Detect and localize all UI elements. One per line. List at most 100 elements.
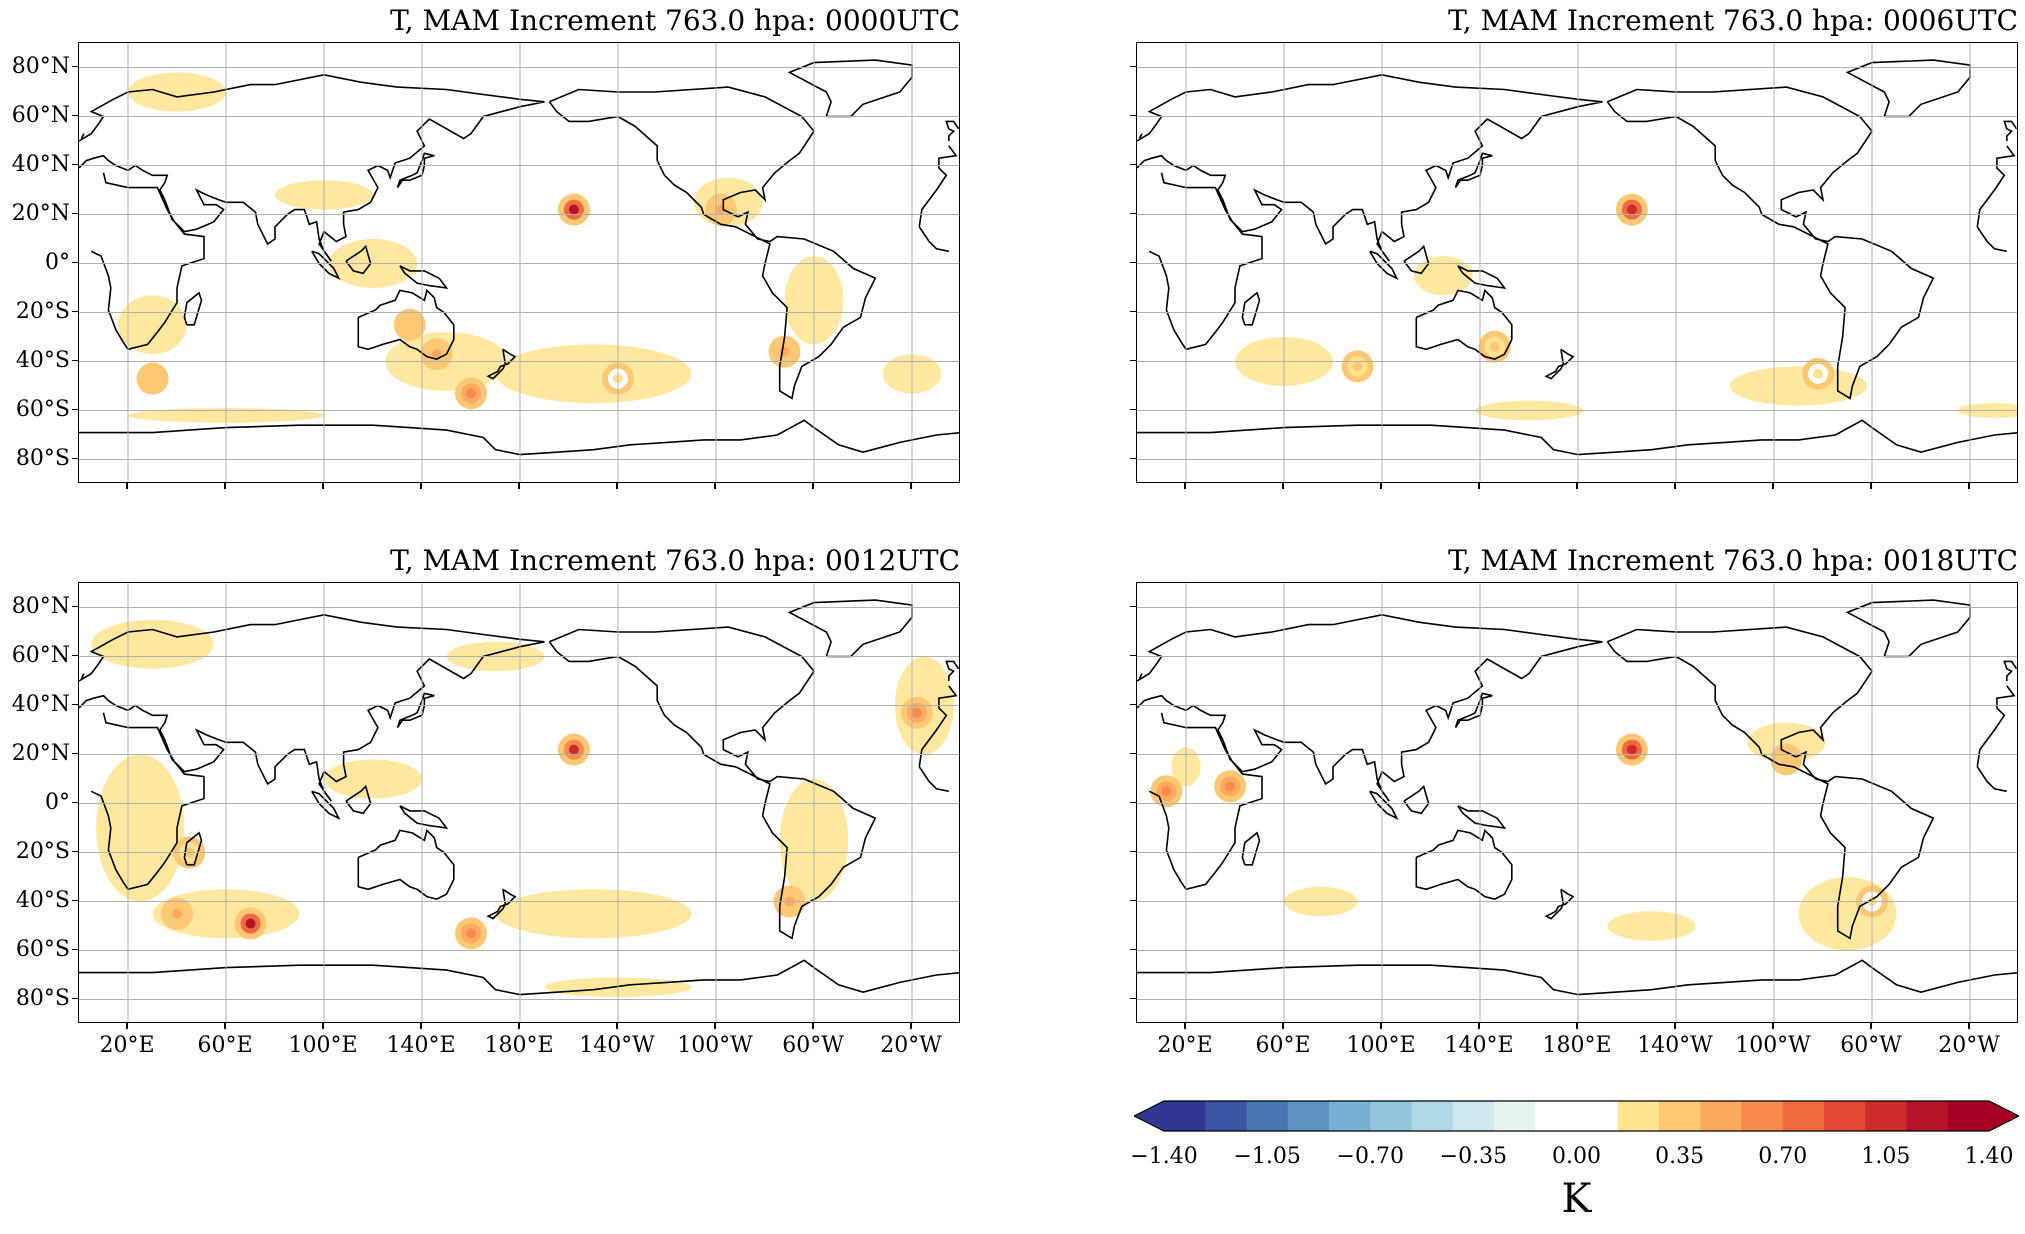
colorbar-segment bbox=[1452, 1101, 1495, 1131]
increment-region bbox=[118, 295, 187, 355]
colorbar-extend-max bbox=[1989, 1101, 2019, 1131]
lat-tick bbox=[72, 899, 78, 902]
colorbar-segment bbox=[1329, 1101, 1371, 1131]
colorbar-tick-label: 0.70 bbox=[1758, 1144, 1808, 1169]
increment-hotspot bbox=[136, 362, 169, 395]
lon-tick bbox=[126, 1023, 128, 1029]
colorbar-segment bbox=[1700, 1101, 1742, 1131]
colorbar-segment bbox=[1494, 1101, 1536, 1131]
increment-hotspot bbox=[1802, 357, 1835, 390]
colorbar-segment bbox=[1411, 1101, 1454, 1131]
lon-tick bbox=[1478, 483, 1480, 489]
lon-tick bbox=[1184, 483, 1186, 489]
increment-hotspot bbox=[900, 696, 933, 729]
coastline-sumatra bbox=[1369, 790, 1399, 820]
coastline-uk bbox=[1138, 660, 2017, 681]
map-area bbox=[1136, 582, 2018, 1023]
lat-tick bbox=[72, 212, 78, 215]
colorbar-segment bbox=[1659, 1101, 1701, 1131]
coastline-madagascar bbox=[1241, 831, 1261, 866]
lat-label: 20°S bbox=[15, 838, 70, 864]
panel-title: T, MAM Increment 763.0 hpa: 0006UTC bbox=[1448, 4, 2018, 37]
increment-hotspot bbox=[557, 733, 590, 766]
coastline-newguinea bbox=[1457, 265, 1507, 290]
increment-hotspot bbox=[1214, 770, 1247, 803]
lon-label: 140°W bbox=[1637, 1033, 1713, 1058]
colorbar-segment bbox=[1246, 1101, 1289, 1131]
lat-tick bbox=[1130, 703, 1136, 706]
increment-region bbox=[96, 754, 185, 902]
panel-title: T, MAM Increment 763.0 hpa: 0000UTC bbox=[390, 4, 960, 37]
lon-tick bbox=[910, 483, 912, 489]
lat-tick bbox=[1130, 850, 1136, 853]
lon-label: 60°W bbox=[782, 1033, 844, 1058]
increment-hotspot bbox=[1478, 330, 1511, 363]
coastline-uk bbox=[80, 120, 959, 141]
coastline-americas bbox=[548, 626, 877, 940]
lon-label: 140°W bbox=[579, 1033, 655, 1058]
lon-label: 180°E bbox=[484, 1033, 554, 1058]
colorbar-unit-label: K bbox=[1561, 1176, 1592, 1222]
lat-tick bbox=[1130, 654, 1136, 657]
coastline-newguinea bbox=[399, 805, 449, 830]
lat-tick bbox=[1130, 65, 1136, 68]
colorbar-segment bbox=[1164, 1101, 1206, 1131]
coastline-sumatra bbox=[311, 790, 341, 820]
colorbar-tick-label: −0.70 bbox=[1336, 1144, 1404, 1169]
increment-region bbox=[128, 72, 226, 112]
lon-tick bbox=[1968, 483, 1970, 489]
lat-label: 40°N bbox=[11, 691, 70, 717]
lon-tick bbox=[224, 483, 226, 489]
colorbar-tick-label: 1.05 bbox=[1861, 1144, 1911, 1169]
coastline-australia bbox=[357, 828, 455, 900]
colorbar-segment bbox=[1370, 1101, 1412, 1131]
lon-tick bbox=[812, 1023, 814, 1029]
lat-label: 0° bbox=[45, 789, 70, 815]
lon-label: 100°W bbox=[1735, 1033, 1811, 1058]
map-area bbox=[78, 582, 960, 1023]
lat-tick bbox=[1130, 163, 1136, 166]
lat-tick bbox=[1130, 899, 1136, 902]
lat-tick bbox=[72, 65, 78, 68]
lon-label: 60°E bbox=[1255, 1033, 1311, 1058]
increment-hotspot bbox=[1341, 350, 1374, 383]
lon-tick bbox=[1380, 483, 1382, 489]
lat-label: 40°S bbox=[15, 347, 70, 373]
lat-tick bbox=[1130, 212, 1136, 215]
lat-tick bbox=[72, 359, 78, 362]
coastline-afroeurasia bbox=[79, 73, 958, 351]
colorbar-tick-label: 1.40 bbox=[1964, 1144, 2014, 1169]
lat-tick bbox=[72, 654, 78, 657]
lon-label: 100°E bbox=[1346, 1033, 1416, 1058]
colorbar-segment bbox=[1782, 1101, 1825, 1131]
coastline-uk bbox=[1138, 120, 2017, 141]
coastline-newguinea bbox=[1457, 805, 1507, 830]
coastline-americas bbox=[1606, 626, 1935, 940]
coastline-greenland bbox=[787, 599, 913, 658]
coastline-greenland bbox=[1845, 59, 1971, 118]
lon-tick bbox=[1870, 1023, 1872, 1029]
increment-region bbox=[495, 889, 692, 939]
lat-tick bbox=[1130, 997, 1136, 1000]
lat-tick bbox=[1130, 605, 1136, 608]
colorbar-outline bbox=[1134, 1100, 2019, 1132]
lat-label: 20°N bbox=[11, 740, 70, 766]
lat-label: 40°N bbox=[11, 151, 70, 177]
coastline-nz bbox=[486, 888, 517, 920]
lat-label: 0° bbox=[45, 249, 70, 275]
lon-tick bbox=[224, 1023, 226, 1029]
coastline-greenland bbox=[787, 59, 913, 118]
map-area bbox=[78, 42, 960, 483]
increment-hotspot bbox=[393, 308, 426, 341]
lon-label: 180°E bbox=[1542, 1033, 1612, 1058]
lat-label: 20°S bbox=[15, 298, 70, 324]
colorbar-extend-min bbox=[1134, 1101, 1164, 1131]
lon-label: 20°W bbox=[1938, 1033, 2000, 1058]
colorbar-tick-label: −1.05 bbox=[1233, 1144, 1301, 1169]
lat-tick bbox=[1130, 310, 1136, 313]
lat-tick bbox=[1130, 359, 1136, 362]
lon-tick bbox=[322, 1023, 324, 1029]
lon-tick bbox=[1380, 1023, 1382, 1029]
coastline-americas bbox=[1606, 86, 1935, 400]
lat-tick bbox=[72, 948, 78, 951]
